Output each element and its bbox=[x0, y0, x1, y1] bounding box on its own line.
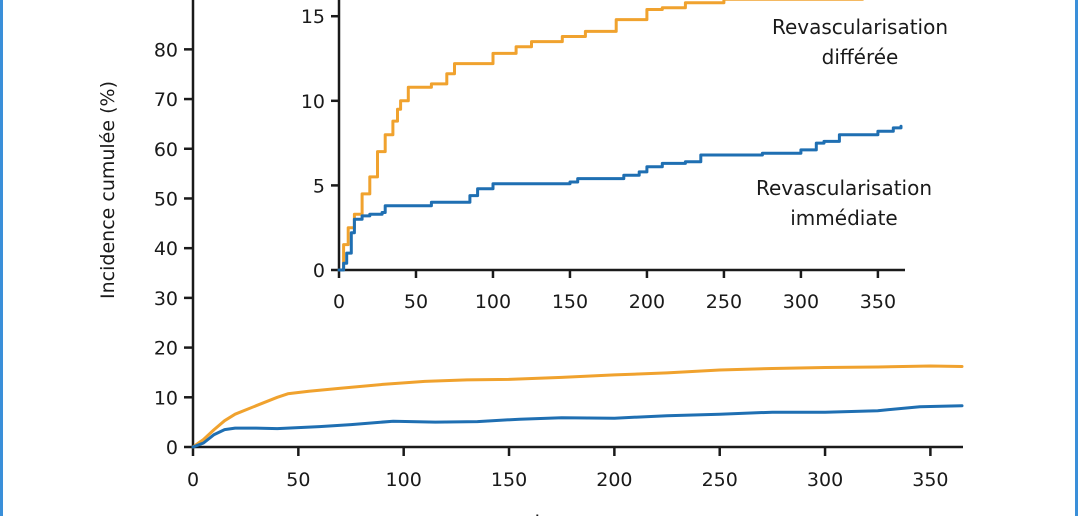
x-tick-label: 100 bbox=[475, 291, 511, 313]
x-tick-label: 300 bbox=[807, 469, 843, 491]
y-tick-label: 60 bbox=[154, 139, 178, 161]
x-tick-label: 250 bbox=[706, 291, 742, 313]
x-tick-label: 0 bbox=[187, 469, 199, 491]
series-line-2 bbox=[191, 404, 964, 449]
y-tick-label: 0 bbox=[166, 437, 178, 459]
x-tick-label: 150 bbox=[491, 469, 527, 491]
legend-label-2: immédiate bbox=[790, 206, 897, 230]
series-line-2 bbox=[337, 124, 903, 272]
x-tick-label: 50 bbox=[404, 291, 428, 313]
y-tick-label: 10 bbox=[154, 387, 178, 409]
legend-label-2: Revascularisation bbox=[756, 176, 932, 200]
legend-label-1: Revascularisation bbox=[772, 15, 948, 39]
x-axis-title: Jours bbox=[534, 511, 582, 516]
y-tick-label: 40 bbox=[154, 238, 178, 260]
y-tick-label: 5 bbox=[313, 175, 325, 197]
y-tick-label: 10 bbox=[301, 91, 325, 113]
y-tick-label: 80 bbox=[154, 39, 178, 61]
y-tick-label: 20 bbox=[154, 338, 178, 360]
x-tick-label: 200 bbox=[596, 469, 632, 491]
x-tick-label: 100 bbox=[386, 469, 422, 491]
y-axis-title: Incidence cumulée (%) bbox=[97, 81, 119, 299]
inset-background bbox=[285, 0, 975, 320]
x-tick-label: 250 bbox=[702, 469, 738, 491]
series-line-1 bbox=[191, 364, 964, 449]
x-tick-label: 200 bbox=[629, 291, 665, 313]
y-tick-label: 15 bbox=[301, 6, 325, 28]
x-tick-label: 350 bbox=[912, 469, 948, 491]
x-tick-label: 300 bbox=[783, 291, 819, 313]
main-chart: 0 50 100 150 200 250 300 35001020304050607080In… bbox=[97, 0, 964, 516]
y-tick-label: 0 bbox=[313, 260, 325, 282]
x-tick-label: 150 bbox=[552, 291, 588, 313]
legend-label-1: différée bbox=[822, 45, 899, 69]
y-tick-label: 50 bbox=[154, 188, 178, 210]
y-tick-label: 70 bbox=[154, 89, 178, 111]
y-tick-label: 30 bbox=[154, 288, 178, 310]
inset-chart: 0 50 100 150 200 250 300 350 0 5 10 15 Revascularisa… bbox=[285, 0, 975, 320]
x-tick-label: 350 bbox=[860, 291, 896, 313]
cumulative-incidence-chart: 0 50 100 150 200 250 300 35001020304050607080In… bbox=[97, 0, 975, 516]
series-line-1 bbox=[337, 0, 864, 272]
x-tick-label: 0 bbox=[333, 291, 345, 313]
x-tick-label: 50 bbox=[286, 469, 310, 491]
